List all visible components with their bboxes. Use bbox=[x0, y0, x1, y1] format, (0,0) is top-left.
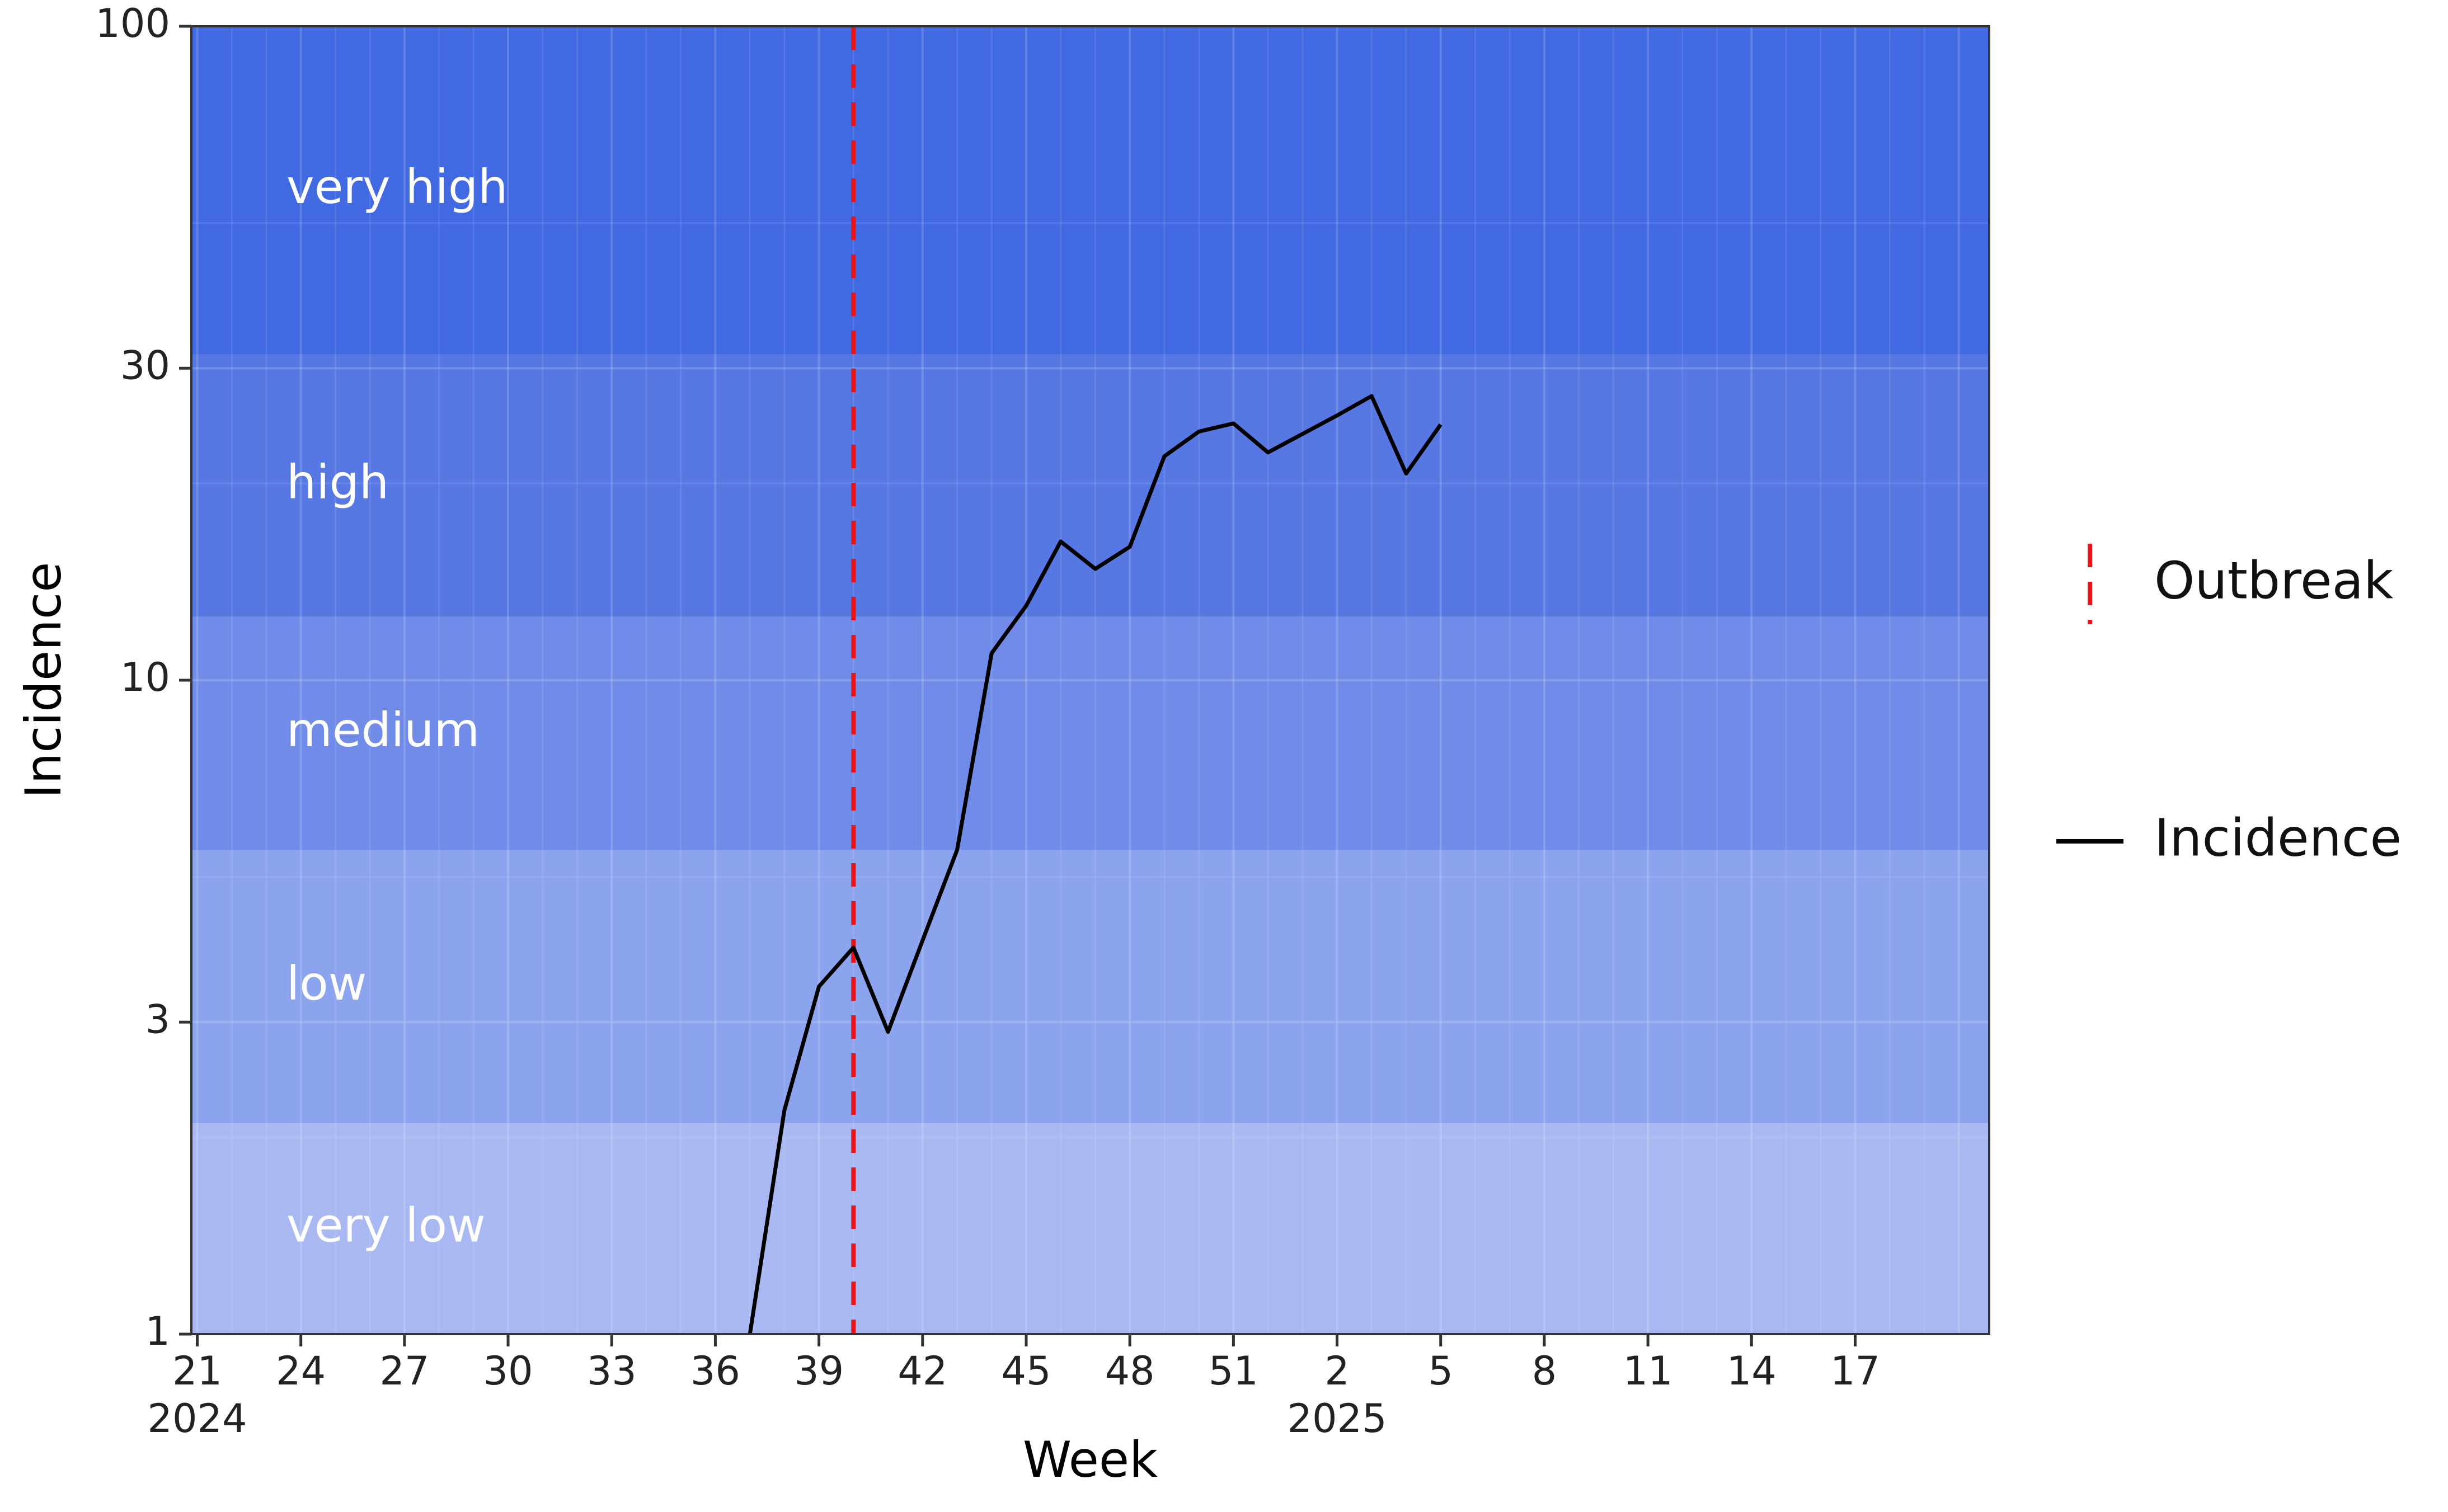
y-tick-label: 10 bbox=[120, 654, 170, 700]
x-tick-label: 14 bbox=[1727, 1348, 1777, 1394]
x-tick-label: 27 bbox=[379, 1348, 429, 1394]
y-axis-title: Incidence bbox=[15, 562, 72, 799]
x-tick-label: 51 bbox=[1209, 1348, 1258, 1394]
band-very-high bbox=[191, 26, 1989, 355]
incidence-series bbox=[748, 394, 1443, 1334]
x-tick-label: 5 bbox=[1428, 1348, 1453, 1394]
incidence-line bbox=[748, 394, 1443, 1334]
x-tick-year-label: 2025 bbox=[1287, 1396, 1387, 1442]
x-tick-label: 21 bbox=[172, 1348, 222, 1394]
band-low bbox=[191, 850, 1989, 1124]
x-tick-label: 8 bbox=[1532, 1348, 1557, 1394]
x-tick-label: 24 bbox=[276, 1348, 326, 1394]
y-tick-label: 100 bbox=[95, 1, 170, 46]
y-tick-label: 30 bbox=[120, 342, 170, 388]
x-tick-label: 39 bbox=[794, 1348, 844, 1394]
band-label-very-low: very low bbox=[286, 1198, 486, 1253]
band-labels: very low low medium high very high bbox=[286, 159, 508, 1252]
y-axis: 1 3 10 30 100 bbox=[95, 1, 191, 1354]
x-tick-label: 11 bbox=[1623, 1348, 1673, 1394]
x-tick-label: 48 bbox=[1105, 1348, 1155, 1394]
band-label-high: high bbox=[286, 455, 389, 510]
band-very-low bbox=[191, 1123, 1989, 1334]
legend: Outbreak Incidence bbox=[2056, 544, 2402, 868]
band-label-very-high: very high bbox=[286, 159, 508, 214]
band-high bbox=[191, 354, 1989, 617]
risk-bands bbox=[191, 26, 1989, 1334]
x-axis-title: Week bbox=[1023, 1431, 1158, 1489]
legend-incidence-label: Incidence bbox=[2154, 808, 2402, 868]
y-tick-label: 3 bbox=[145, 996, 170, 1042]
band-medium bbox=[191, 616, 1989, 850]
band-label-medium: medium bbox=[286, 703, 480, 757]
x-tick-label: 36 bbox=[690, 1348, 740, 1394]
x-tick-label: 33 bbox=[587, 1348, 637, 1394]
x-tick-label: 42 bbox=[898, 1348, 947, 1394]
y-tick-label: 1 bbox=[145, 1308, 170, 1354]
x-tick-label: 45 bbox=[1001, 1348, 1051, 1394]
grid-lines bbox=[191, 25, 1989, 1335]
x-tick-label: 30 bbox=[483, 1348, 533, 1394]
x-tick-label: 2 bbox=[1324, 1348, 1350, 1394]
band-label-low: low bbox=[286, 956, 367, 1011]
legend-outbreak-label: Outbreak bbox=[2154, 550, 2394, 610]
x-tick-label: 17 bbox=[1830, 1348, 1880, 1394]
x-tick-year-label: 2024 bbox=[147, 1396, 247, 1442]
